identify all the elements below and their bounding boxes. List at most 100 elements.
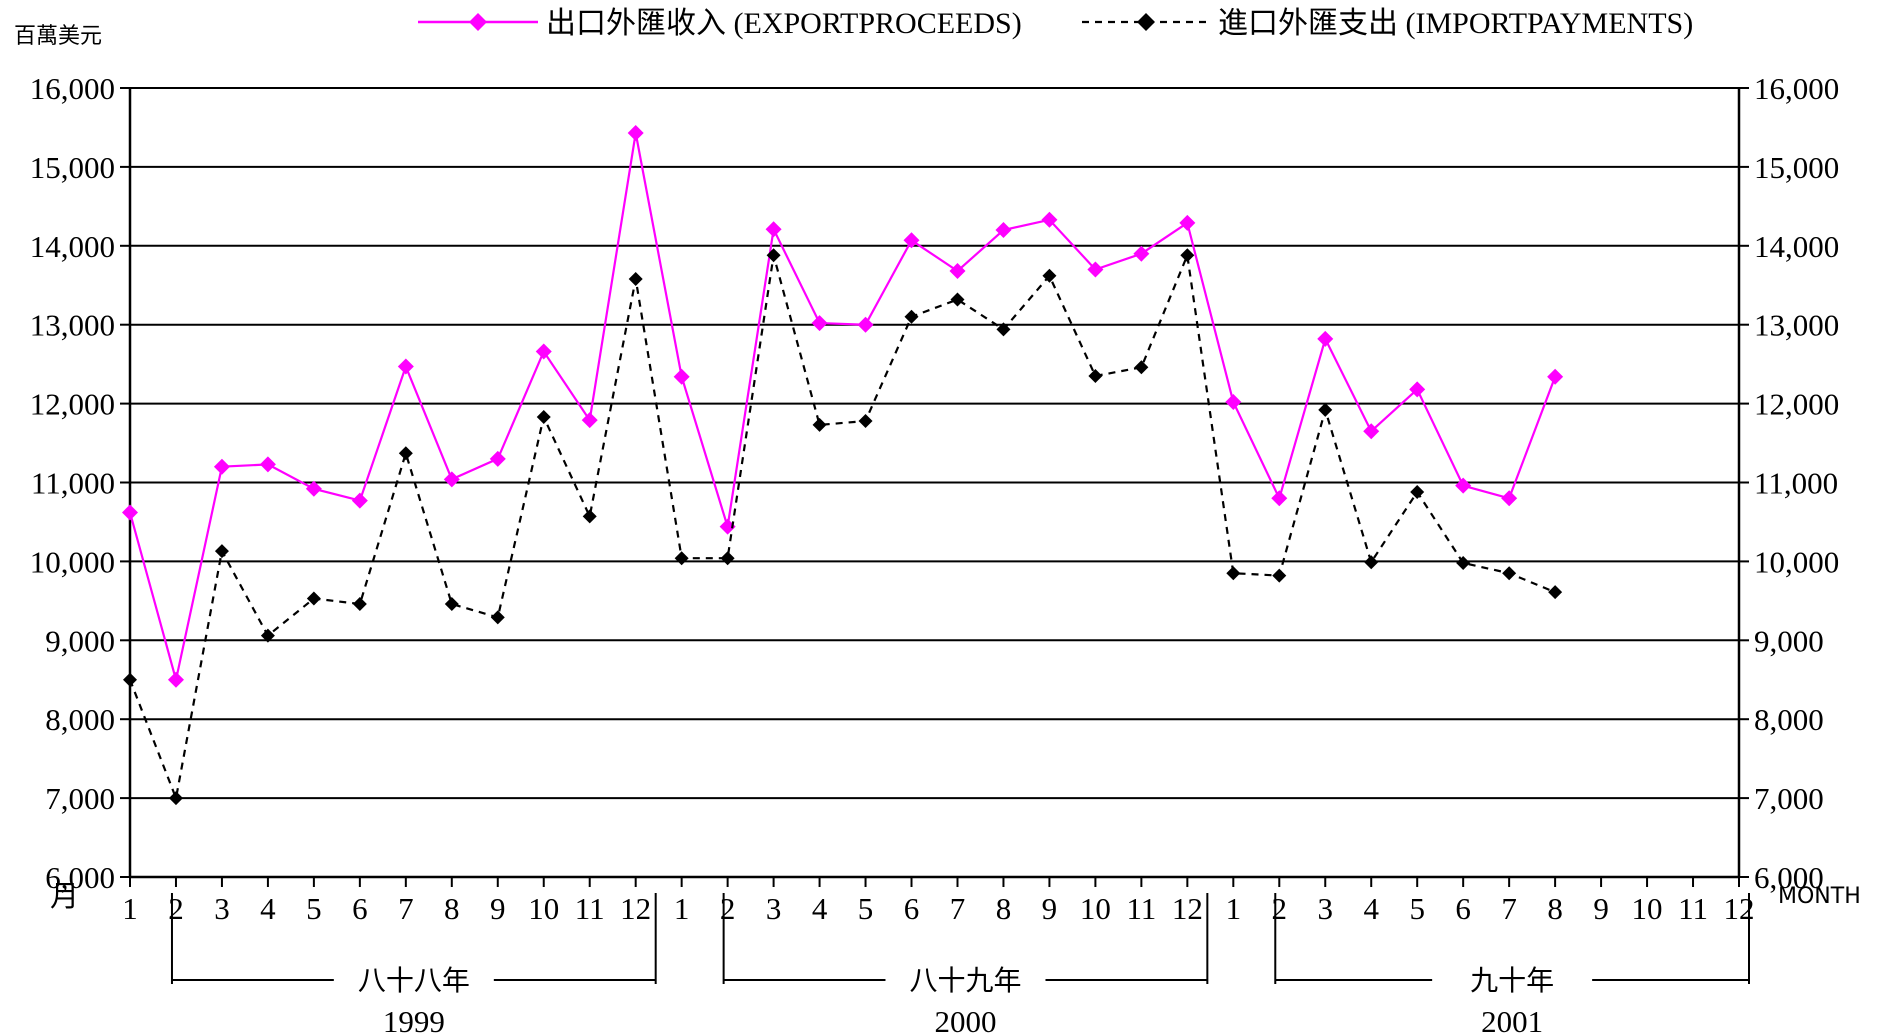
x-tick-label: 6	[352, 891, 368, 926]
export-point	[1363, 423, 1380, 440]
x-tick-label: 11	[1126, 891, 1156, 926]
import-point	[950, 292, 965, 307]
y-unit-label: 百萬美元	[14, 24, 102, 49]
export-point	[903, 232, 920, 249]
y-tick-label-left: 14,000	[30, 229, 115, 264]
x-tick-label: 10	[1080, 891, 1111, 926]
import-point	[398, 446, 413, 461]
x-tick-label: 10	[528, 891, 559, 926]
y-tick-label-right: 13,000	[1754, 308, 1839, 343]
x-tick-label: 7	[398, 891, 414, 926]
import-point	[168, 791, 183, 806]
export-point	[811, 315, 828, 332]
x-tick-label: 5	[1409, 891, 1425, 926]
legend-export-marker	[469, 13, 487, 31]
import-point	[1272, 568, 1287, 583]
x-tick-label: 7	[950, 891, 966, 926]
y-tick-label-right: 9,000	[1754, 623, 1824, 658]
export-point	[259, 456, 276, 473]
axes	[120, 87, 1749, 887]
x-tick-label: 9	[1042, 891, 1058, 926]
export-point	[1225, 394, 1242, 411]
export-point	[397, 358, 414, 375]
export-point	[489, 450, 506, 467]
export-point	[627, 124, 644, 141]
x-tick-label: 4	[812, 891, 828, 926]
y-tick-label-right: 15,000	[1754, 150, 1839, 185]
x-tick-label: 1	[1226, 891, 1242, 926]
x-tick-label: 9	[1593, 891, 1609, 926]
y-tick-label-left: 13,000	[30, 308, 115, 343]
x-tick-label: 3	[1318, 891, 1334, 926]
era-label: 八十九年	[909, 965, 1021, 997]
y-tick-label-right: 12,000	[1754, 387, 1839, 422]
import-point	[1226, 566, 1241, 581]
y-tick-label-right: 6,000	[1754, 860, 1824, 895]
export-point	[122, 504, 138, 521]
export-point	[1179, 214, 1196, 231]
y-tick-label-right: 11,000	[1754, 466, 1838, 501]
import-point	[123, 672, 137, 687]
import-point	[306, 591, 321, 606]
export-point	[673, 368, 690, 385]
y-tick-label-left: 7,000	[45, 781, 115, 816]
import-point	[1088, 368, 1103, 383]
export-point	[765, 221, 782, 238]
import-point	[536, 410, 551, 425]
x-tick-label: 2	[720, 891, 736, 926]
import-point	[260, 628, 275, 643]
export-point	[443, 471, 460, 488]
export-series-line	[128, 132, 1557, 681]
export-point	[857, 316, 874, 333]
export-point	[949, 263, 966, 280]
import-point	[1042, 268, 1057, 283]
y-tick-label-left: 12,000	[30, 387, 115, 422]
export-point	[1547, 368, 1564, 385]
export-point	[1271, 490, 1288, 507]
export-point	[719, 518, 736, 535]
x-tick-label: 4	[1363, 891, 1379, 926]
y-tick-label-right: 14,000	[1754, 229, 1839, 264]
import-point	[904, 309, 919, 324]
export-point	[305, 480, 322, 497]
y-tick-label-right: 10,000	[1754, 544, 1839, 579]
import-point	[674, 551, 689, 566]
import-point	[1134, 360, 1149, 375]
x-tick-label: 5	[306, 891, 322, 926]
import-point	[444, 597, 459, 612]
export-point	[1501, 490, 1518, 507]
y-tick-label-left: 9,000	[45, 623, 115, 658]
import-series-line	[128, 251, 1556, 803]
era-label: 八十八年	[358, 965, 470, 997]
import-point	[996, 322, 1011, 337]
import-point	[1548, 585, 1563, 600]
export-point	[1133, 245, 1150, 262]
legend-export-label: 出口外匯收入 (EXPORTPROCEEDS)	[546, 7, 1022, 40]
x-tick-label: 11	[575, 891, 605, 926]
import-point	[214, 544, 229, 559]
y-tick-label-left: 8,000	[45, 702, 115, 737]
import-point	[352, 597, 367, 612]
x-tick-label: 8	[1547, 891, 1563, 926]
y-tick-label-right: 7,000	[1754, 781, 1824, 816]
import-point	[858, 413, 873, 428]
legend-import-label: 進口外匯支出 (IMPORTPAYMENTS)	[1218, 7, 1693, 40]
import-point	[812, 417, 827, 432]
era-label: 九十年	[1470, 965, 1554, 997]
x-tick-label: 12	[1172, 891, 1203, 926]
x-tick-label: 7	[1501, 891, 1517, 926]
x-tick-label: 1	[674, 891, 690, 926]
export-point	[1317, 330, 1334, 347]
gridlines	[130, 87, 1739, 878]
x-tick-label: 6	[904, 891, 920, 926]
export-point	[995, 222, 1012, 239]
export-point	[1455, 477, 1472, 494]
x-tick-label: 8	[996, 891, 1012, 926]
import-point	[628, 271, 643, 286]
year-label: 2001	[1481, 1004, 1543, 1036]
import-point	[766, 248, 781, 263]
x-tick-label: 5	[858, 891, 874, 926]
y-tick-label-left: 15,000	[30, 150, 115, 185]
